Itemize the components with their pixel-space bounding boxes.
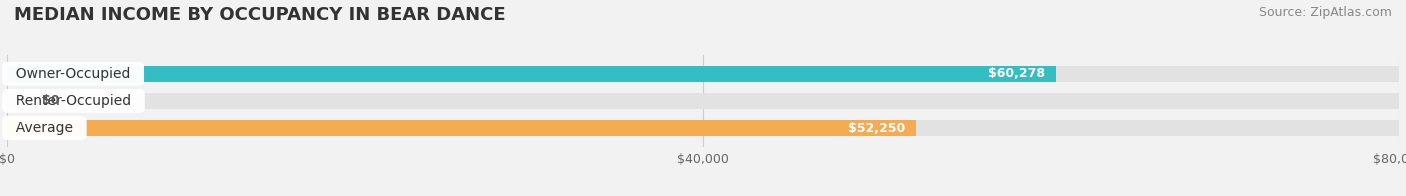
Text: $52,250: $52,250 <box>848 122 905 134</box>
Bar <box>7 93 1399 109</box>
Text: $60,278: $60,278 <box>987 67 1045 80</box>
Text: Owner-Occupied: Owner-Occupied <box>7 67 139 81</box>
Text: $0: $0 <box>42 94 59 107</box>
Bar <box>7 66 1056 82</box>
Text: Source: ZipAtlas.com: Source: ZipAtlas.com <box>1258 6 1392 19</box>
Bar <box>7 66 1399 82</box>
Text: Average: Average <box>7 121 82 135</box>
Text: Renter-Occupied: Renter-Occupied <box>7 94 141 108</box>
Text: MEDIAN INCOME BY OCCUPANCY IN BEAR DANCE: MEDIAN INCOME BY OCCUPANCY IN BEAR DANCE <box>14 6 506 24</box>
Bar <box>7 120 917 136</box>
Bar <box>7 120 1399 136</box>
